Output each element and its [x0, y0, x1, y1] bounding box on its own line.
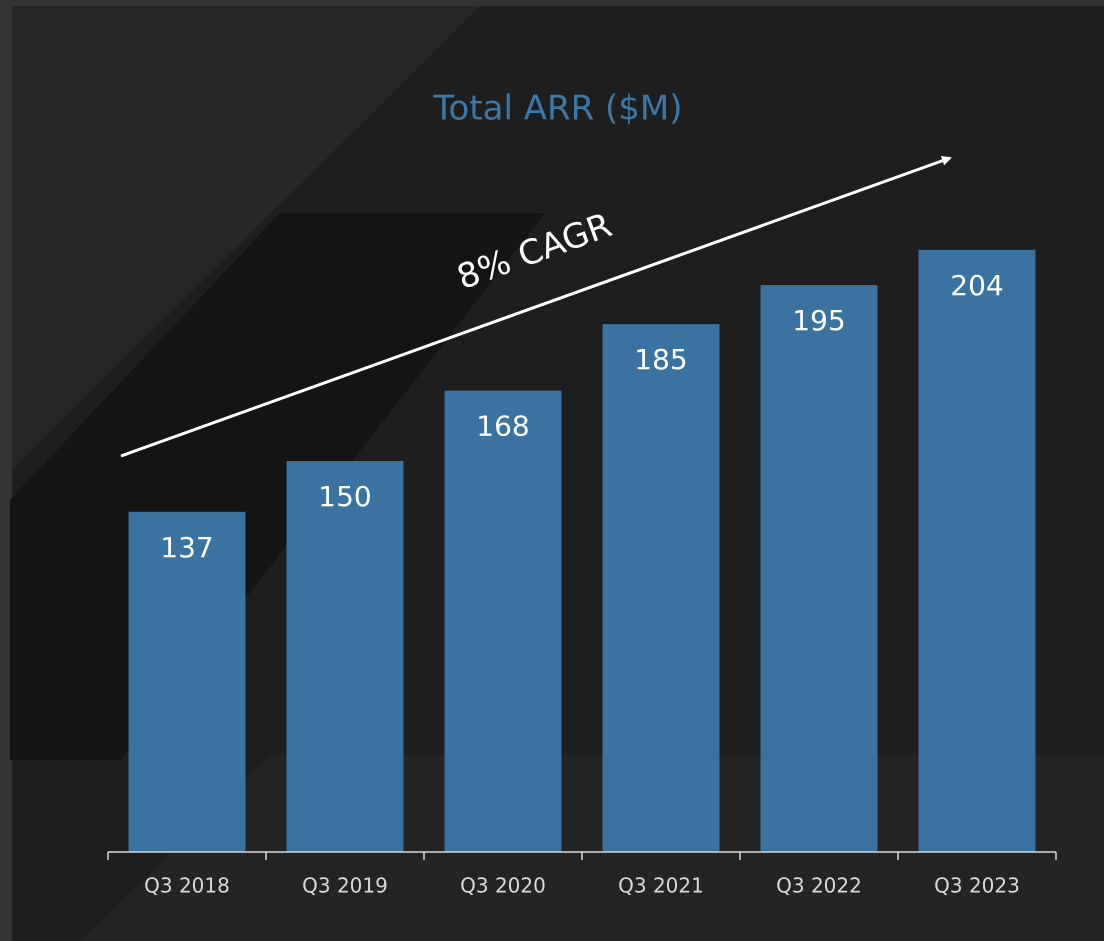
data-label: 185: [634, 343, 687, 376]
data-label: 137: [160, 531, 213, 564]
x-tick-label: Q3 2018: [144, 874, 230, 898]
bar: [760, 285, 878, 852]
x-tick-label: Q3 2022: [776, 874, 862, 898]
data-label: 204: [950, 269, 1003, 302]
bar: [286, 461, 404, 852]
x-tick-label: Q3 2021: [618, 874, 704, 898]
x-tick-label: Q3 2019: [302, 874, 388, 898]
data-label: 168: [476, 410, 529, 443]
x-tick-label: Q3 2020: [460, 874, 546, 898]
data-label: 195: [792, 304, 845, 337]
trend-arrow: [120, 156, 952, 458]
bar: [602, 324, 720, 852]
x-tick-label: Q3 2023: [934, 874, 1020, 898]
bar: [128, 511, 246, 852]
decor: [12, 6, 480, 470]
bar: [444, 390, 562, 852]
chart-title: Total ARR ($M): [432, 89, 682, 129]
bar: [918, 249, 1036, 853]
data-label: 150: [318, 480, 371, 513]
